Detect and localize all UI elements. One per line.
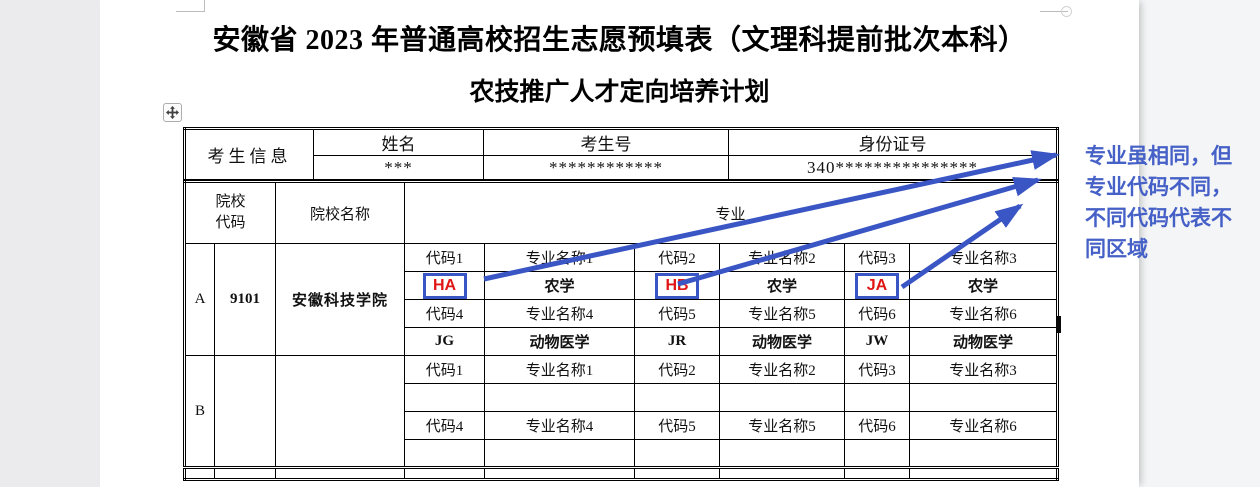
spec-major-cell[interactable]: 农学 — [719, 271, 846, 300]
spec-label-cell: 代码6 — [844, 299, 911, 328]
margin-crop-mark-left — [204, 0, 205, 12]
section-letter: A — [184, 243, 215, 356]
spec-label-cell: 专业名称2 — [719, 243, 846, 272]
margin-crop-mark-right — [1040, 11, 1068, 12]
annotation-line: 同区域 — [1085, 238, 1148, 261]
partial-row-cell — [213, 466, 277, 480]
partial-row-cell — [184, 466, 215, 480]
spec-code-cell[interactable] — [634, 439, 721, 468]
margin-crop-mark-right — [1061, 6, 1072, 17]
spec-code-cell[interactable] — [404, 439, 486, 468]
page-subtitle: 农技推广人才定向培养计划 — [469, 79, 770, 106]
exam-number-label: 考生号 — [483, 128, 729, 156]
partial-row-cell — [275, 466, 406, 480]
spec-label-cell: 代码3 — [844, 243, 911, 272]
partial-row-cell — [634, 466, 721, 480]
spec-label-cell: 专业名称5 — [719, 299, 846, 328]
annotation-line: 不同代码代表不 — [1085, 207, 1232, 230]
partial-row-cell — [844, 466, 911, 480]
spec-code-cell[interactable]: JW — [844, 327, 911, 356]
highlighted-code-box: HA — [422, 272, 467, 299]
margin-crop-mark-left — [176, 11, 205, 12]
candidate-info-table: 考生信息 姓名 考生号 身份证号 *** ************ 340***… — [183, 127, 1059, 182]
spec-label-cell: 专业名称4 — [484, 411, 636, 440]
spec-major-cell[interactable]: 动物医学 — [484, 327, 636, 356]
spec-major-cell[interactable]: 动物医学 — [909, 327, 1059, 356]
spec-major-cell[interactable] — [909, 439, 1059, 468]
spec-label-cell: 代码2 — [634, 355, 721, 384]
spec-code-cell[interactable]: JR — [634, 327, 721, 356]
spec-label-cell: 代码6 — [844, 411, 911, 440]
partial-row-cell — [484, 466, 636, 480]
id-number-label: 身份证号 — [728, 128, 1058, 156]
spec-code-cell[interactable] — [634, 383, 721, 412]
spec-major-cell[interactable] — [719, 439, 846, 468]
spec-label-cell: 专业名称2 — [719, 355, 846, 384]
spec-label-cell: 专业名称6 — [909, 411, 1059, 440]
spec-label-cell: 代码1 — [404, 355, 486, 384]
spec-label-cell: 代码5 — [634, 299, 721, 328]
school-name-cell[interactable] — [275, 355, 406, 468]
highlighted-code-box: HB — [655, 272, 700, 299]
candidate-info-label: 考生信息 — [184, 128, 314, 181]
spec-major-cell[interactable]: 动物医学 — [719, 327, 846, 356]
spec-label-cell: 专业名称3 — [909, 355, 1059, 384]
spec-code-cell[interactable] — [404, 383, 486, 412]
partial-row-cell — [719, 466, 846, 480]
spec-label-cell: 代码3 — [844, 355, 911, 384]
spec-label-cell: 代码2 — [634, 243, 721, 272]
exam-number-value-cell[interactable]: ************ — [483, 155, 729, 181]
page-title: 安徽省 2023 年普通高校招生志愿预填表（文理科提前批次本科） — [212, 25, 1027, 56]
name-label: 姓名 — [313, 128, 484, 156]
spec-code-cell[interactable] — [844, 383, 911, 412]
spec-label-cell: 代码4 — [404, 299, 486, 328]
id-number-value-cell[interactable]: 340*************** — [728, 155, 1058, 181]
spec-label-cell: 专业名称6 — [909, 299, 1059, 328]
partial-row-cell — [404, 466, 486, 480]
spec-code-cell[interactable]: JA — [844, 271, 911, 300]
school-name-header: 院校名称 — [275, 181, 406, 244]
major-header: 专业 — [404, 181, 1059, 244]
school-code-header: 院校 代码 — [183, 181, 277, 244]
spec-label-cell: 专业名称3 — [909, 243, 1059, 272]
spec-code-cell[interactable]: JG — [404, 327, 486, 356]
name-value-cell[interactable]: *** — [313, 155, 484, 181]
spec-code-cell[interactable]: HA — [404, 271, 486, 300]
spec-major-cell[interactable] — [484, 383, 636, 412]
spec-label-cell: 专业名称1 — [484, 355, 636, 384]
table-edge-selection-handle[interactable] — [1056, 316, 1061, 333]
annotation-text: 专业虽相同，但 专业代码不同， 不同代码代表不 同区域 — [1085, 141, 1260, 265]
spec-label-cell: 专业名称5 — [719, 411, 846, 440]
annotation-line: 专业代码不同， — [1085, 176, 1232, 199]
spec-label-cell: 代码1 — [404, 243, 486, 272]
table-move-handle-icon[interactable] — [163, 103, 182, 122]
highlighted-code-box: JA — [855, 272, 900, 299]
spec-label-cell: 专业名称4 — [484, 299, 636, 328]
school-preference-table: 院校 代码 院校名称 专业 A 9101 安徽科技学院 代码1 专业名称1 代码… — [183, 180, 1060, 481]
spec-major-cell[interactable]: 农学 — [909, 271, 1059, 300]
spec-code-cell[interactable] — [844, 439, 911, 468]
workspace-margin-left — [0, 0, 101, 487]
spec-label-cell: 专业名称1 — [484, 243, 636, 272]
section-letter: B — [184, 355, 215, 468]
partial-row-cell — [909, 466, 1059, 480]
spec-major-cell[interactable] — [484, 439, 636, 468]
annotation-line: 专业虽相同，但 — [1085, 145, 1232, 168]
spec-major-cell[interactable] — [719, 383, 846, 412]
spec-major-cell[interactable]: 农学 — [484, 271, 636, 300]
school-code-cell[interactable] — [213, 355, 277, 468]
spec-code-cell[interactable]: HB — [634, 271, 721, 300]
spec-label-cell: 代码4 — [404, 411, 486, 440]
school-code-cell[interactable]: 9101 — [213, 243, 277, 356]
move-cross-arrows-icon — [166, 106, 179, 119]
spec-label-cell: 代码5 — [634, 411, 721, 440]
school-name-cell[interactable]: 安徽科技学院 — [275, 243, 406, 356]
spec-major-cell[interactable] — [909, 383, 1059, 412]
